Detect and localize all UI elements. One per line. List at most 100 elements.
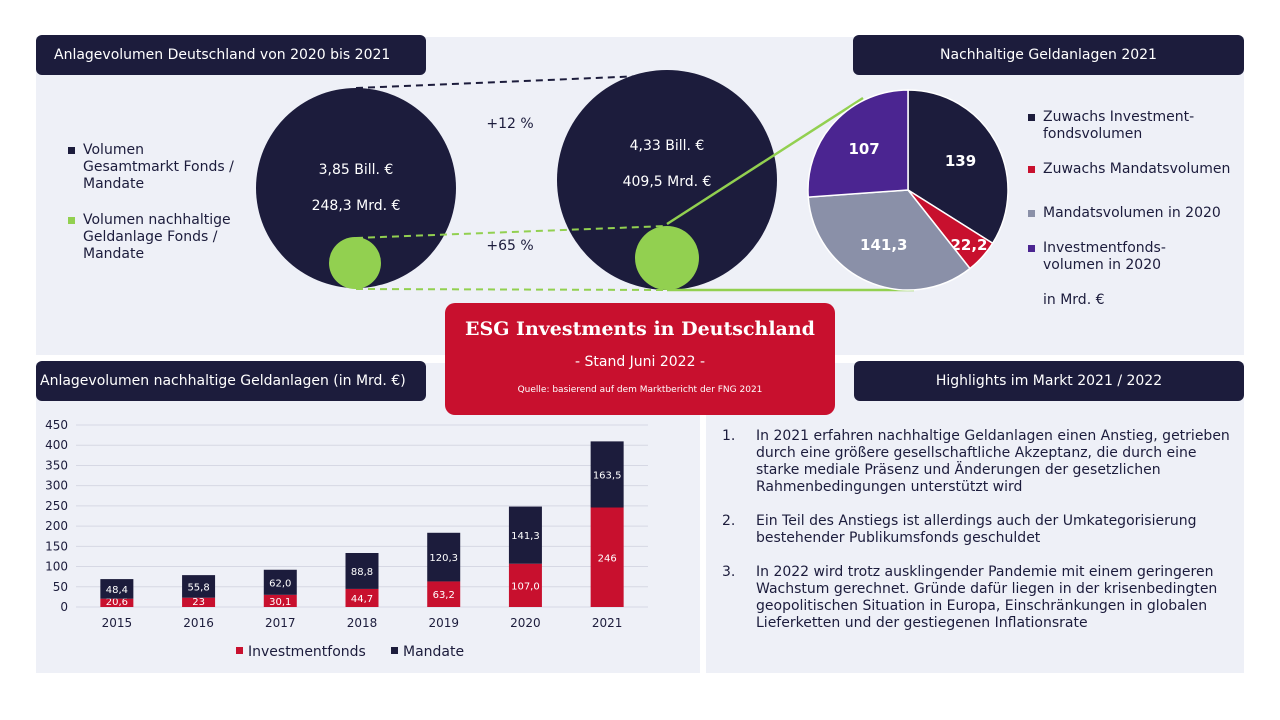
highlights-list: 1. In 2021 erfahren nachhaltige Geldanlag… [722,428,1232,649]
connector-green-bottom [355,288,668,291]
bar-investmentfonds [345,588,379,607]
header-sustainable: Nachhaltige Geldanlagen 2021 [853,35,1244,75]
bar-chart: 0 50 100 150 200 250 300 350 400 450 20,648,4 2015 2… [45,418,648,660]
c2020-total: 3,85 Bill. € [318,162,394,178]
y-tick-label: 100 [45,560,68,574]
c2021-total: 4,33 Bill. € [629,138,705,154]
x-tick-label: 2021 [592,616,623,630]
bar-data-label: 141,3 [511,531,540,542]
bar-investmentfonds [590,507,624,607]
bar-data-label: 30,1 [269,597,291,608]
bar-investmentfonds [263,594,297,607]
circle-2020-sustainable [329,237,381,289]
x-tick-label: 2016 [183,616,214,630]
pie-chart: 139 22,2 141,3 107 [807,89,1009,291]
bar-data-label: 246 [598,553,617,564]
pie-slice-label: 141,3 [860,236,907,254]
connector-top [355,74,668,89]
circle-legend-sustainable-label: Volumen nachhaltige Geldanlage Fonds / M… [83,212,231,262]
pie-slice [807,89,909,198]
x-tick-label: 2017 [265,616,296,630]
pie-unit: in Mrd. € [1043,292,1105,308]
circle-legend-total-label: Volumen Gesamtmarkt Fonds / Mandate [83,142,234,192]
highlight-item: 1. In 2021 erfahren nachhaltige Geldanlag… [722,428,1232,496]
y-tick-label: 300 [45,479,68,493]
legend-swatch-navy [68,147,75,154]
y-tick-label: 350 [45,458,68,472]
highlight-text: In 2022 wird trotz ausklingender Pandemi… [756,564,1218,631]
header-bar: Anlagevolumen nachhaltige Geldanlagen (i… [36,361,426,401]
pie-slice-label: 107 [848,140,879,158]
legend-label: Investmentfonds [248,644,366,660]
esg-subtitle: - Stand Juni 2022 - [574,354,705,370]
pie-legend-label: Mandatsvolumen in 2020 [1043,205,1221,221]
x-tick-label: 2018 [347,616,378,630]
pie-slice [807,189,972,291]
bar-mandate [100,579,134,599]
pie-slice-label: 22,2 [950,236,987,254]
header-bar-text: Anlagevolumen nachhaltige Geldanlagen (i… [40,373,406,389]
highlight-text: In 2021 erfahren nachhaltige Geldanlagen… [756,428,1230,495]
bar-data-label: 23 [192,597,205,608]
y-tick-label: 150 [45,539,68,553]
y-tick-label: 0 [60,600,68,614]
bar-data-label: 88,8 [351,567,373,578]
header-highlights: Highlights im Markt 2021 / 2022 [854,361,1244,401]
pie-slice-label: 139 [945,152,976,170]
bar-data-label: 48,4 [106,585,128,596]
y-tick-label: 400 [45,438,68,452]
highlight-item: 3. In 2022 wird trotz ausklingender Pande… [722,564,1232,632]
highlight-number: 1. [722,428,736,444]
bar-mandate [345,553,379,589]
header-volume-text: Anlagevolumen Deutschland von 2020 bis 2… [54,47,391,63]
bar-mandate [427,532,461,582]
legend-swatch-navy [1028,114,1035,121]
circle-2021-sustainable [635,226,699,290]
connector-green-top [355,225,668,239]
y-tick-label: 250 [45,499,68,513]
circle-2020 [256,88,456,288]
highlight-text: Ein Teil des Anstiegs ist allerdings auc… [756,513,1197,546]
legend-swatch [391,647,398,654]
bar-investmentfonds [182,597,216,607]
bar-investmentfonds [100,598,134,607]
bar-data-label: 62,0 [269,578,291,589]
x-tick-label: 2019 [428,616,459,630]
legend-swatch-red [1028,166,1035,173]
esg-source: Quelle: basierend auf dem Marktbericht d… [517,385,763,395]
legend-swatch-purple [1028,245,1035,252]
bar-mandate [508,506,542,564]
circle-legend-total: Volumen Gesamtmarkt Fonds / Mandate [68,142,234,193]
bar-data-label: 20,6 [106,597,128,608]
highlight-number: 3. [722,564,736,580]
header-sustainable-text: Nachhaltige Geldanlagen 2021 [940,47,1157,63]
bar-data-label: 44,7 [351,594,373,605]
pie-legend-label: Investmentfonds- volumen in 2020 [1043,240,1166,273]
pie-legend-zuwachs-mandat: Zuwachs Mandatsvolumen [1028,161,1230,178]
circle-2021 [557,70,777,290]
x-tick-label: 2015 [102,616,133,630]
bar-mandate [263,569,297,595]
legend-label: Mandate [403,644,464,660]
bar-investmentfonds [427,581,461,607]
pie-legend-mandat-2020: Mandatsvolumen in 2020 [1028,205,1221,222]
legend-swatch [236,647,243,654]
bar-data-label: 120,3 [429,553,458,564]
y-tick-label: 200 [45,519,68,533]
bar-mandate [182,575,216,598]
growth-sustainable: +65 % [486,238,534,254]
legend-swatch-grey [1028,210,1035,217]
bar-data-label: 163,5 [593,470,622,481]
esg-title: ESG Investments in Deutschland [465,318,815,340]
c2021-sustainable: 409,5 Mrd. € [622,174,712,190]
pie-legend-label: Zuwachs Investment- fondsvolumen [1043,109,1195,142]
c2020-sustainable: 248,3 Mrd. € [311,198,401,214]
header-volume: Anlagevolumen Deutschland von 2020 bis 2… [36,35,426,75]
esg-box: ESG Investments in Deutschland - Stand J… [445,303,835,415]
legend-swatch-green [68,217,75,224]
pie-legend-investment-2020: Investmentfonds- volumen in 2020 [1028,240,1166,274]
bar-data-label: 107,0 [511,581,540,592]
highlight-item: 2. Ein Teil des Anstiegs ist allerdings a… [722,513,1232,547]
header-highlights-text: Highlights im Markt 2021 / 2022 [935,373,1163,389]
